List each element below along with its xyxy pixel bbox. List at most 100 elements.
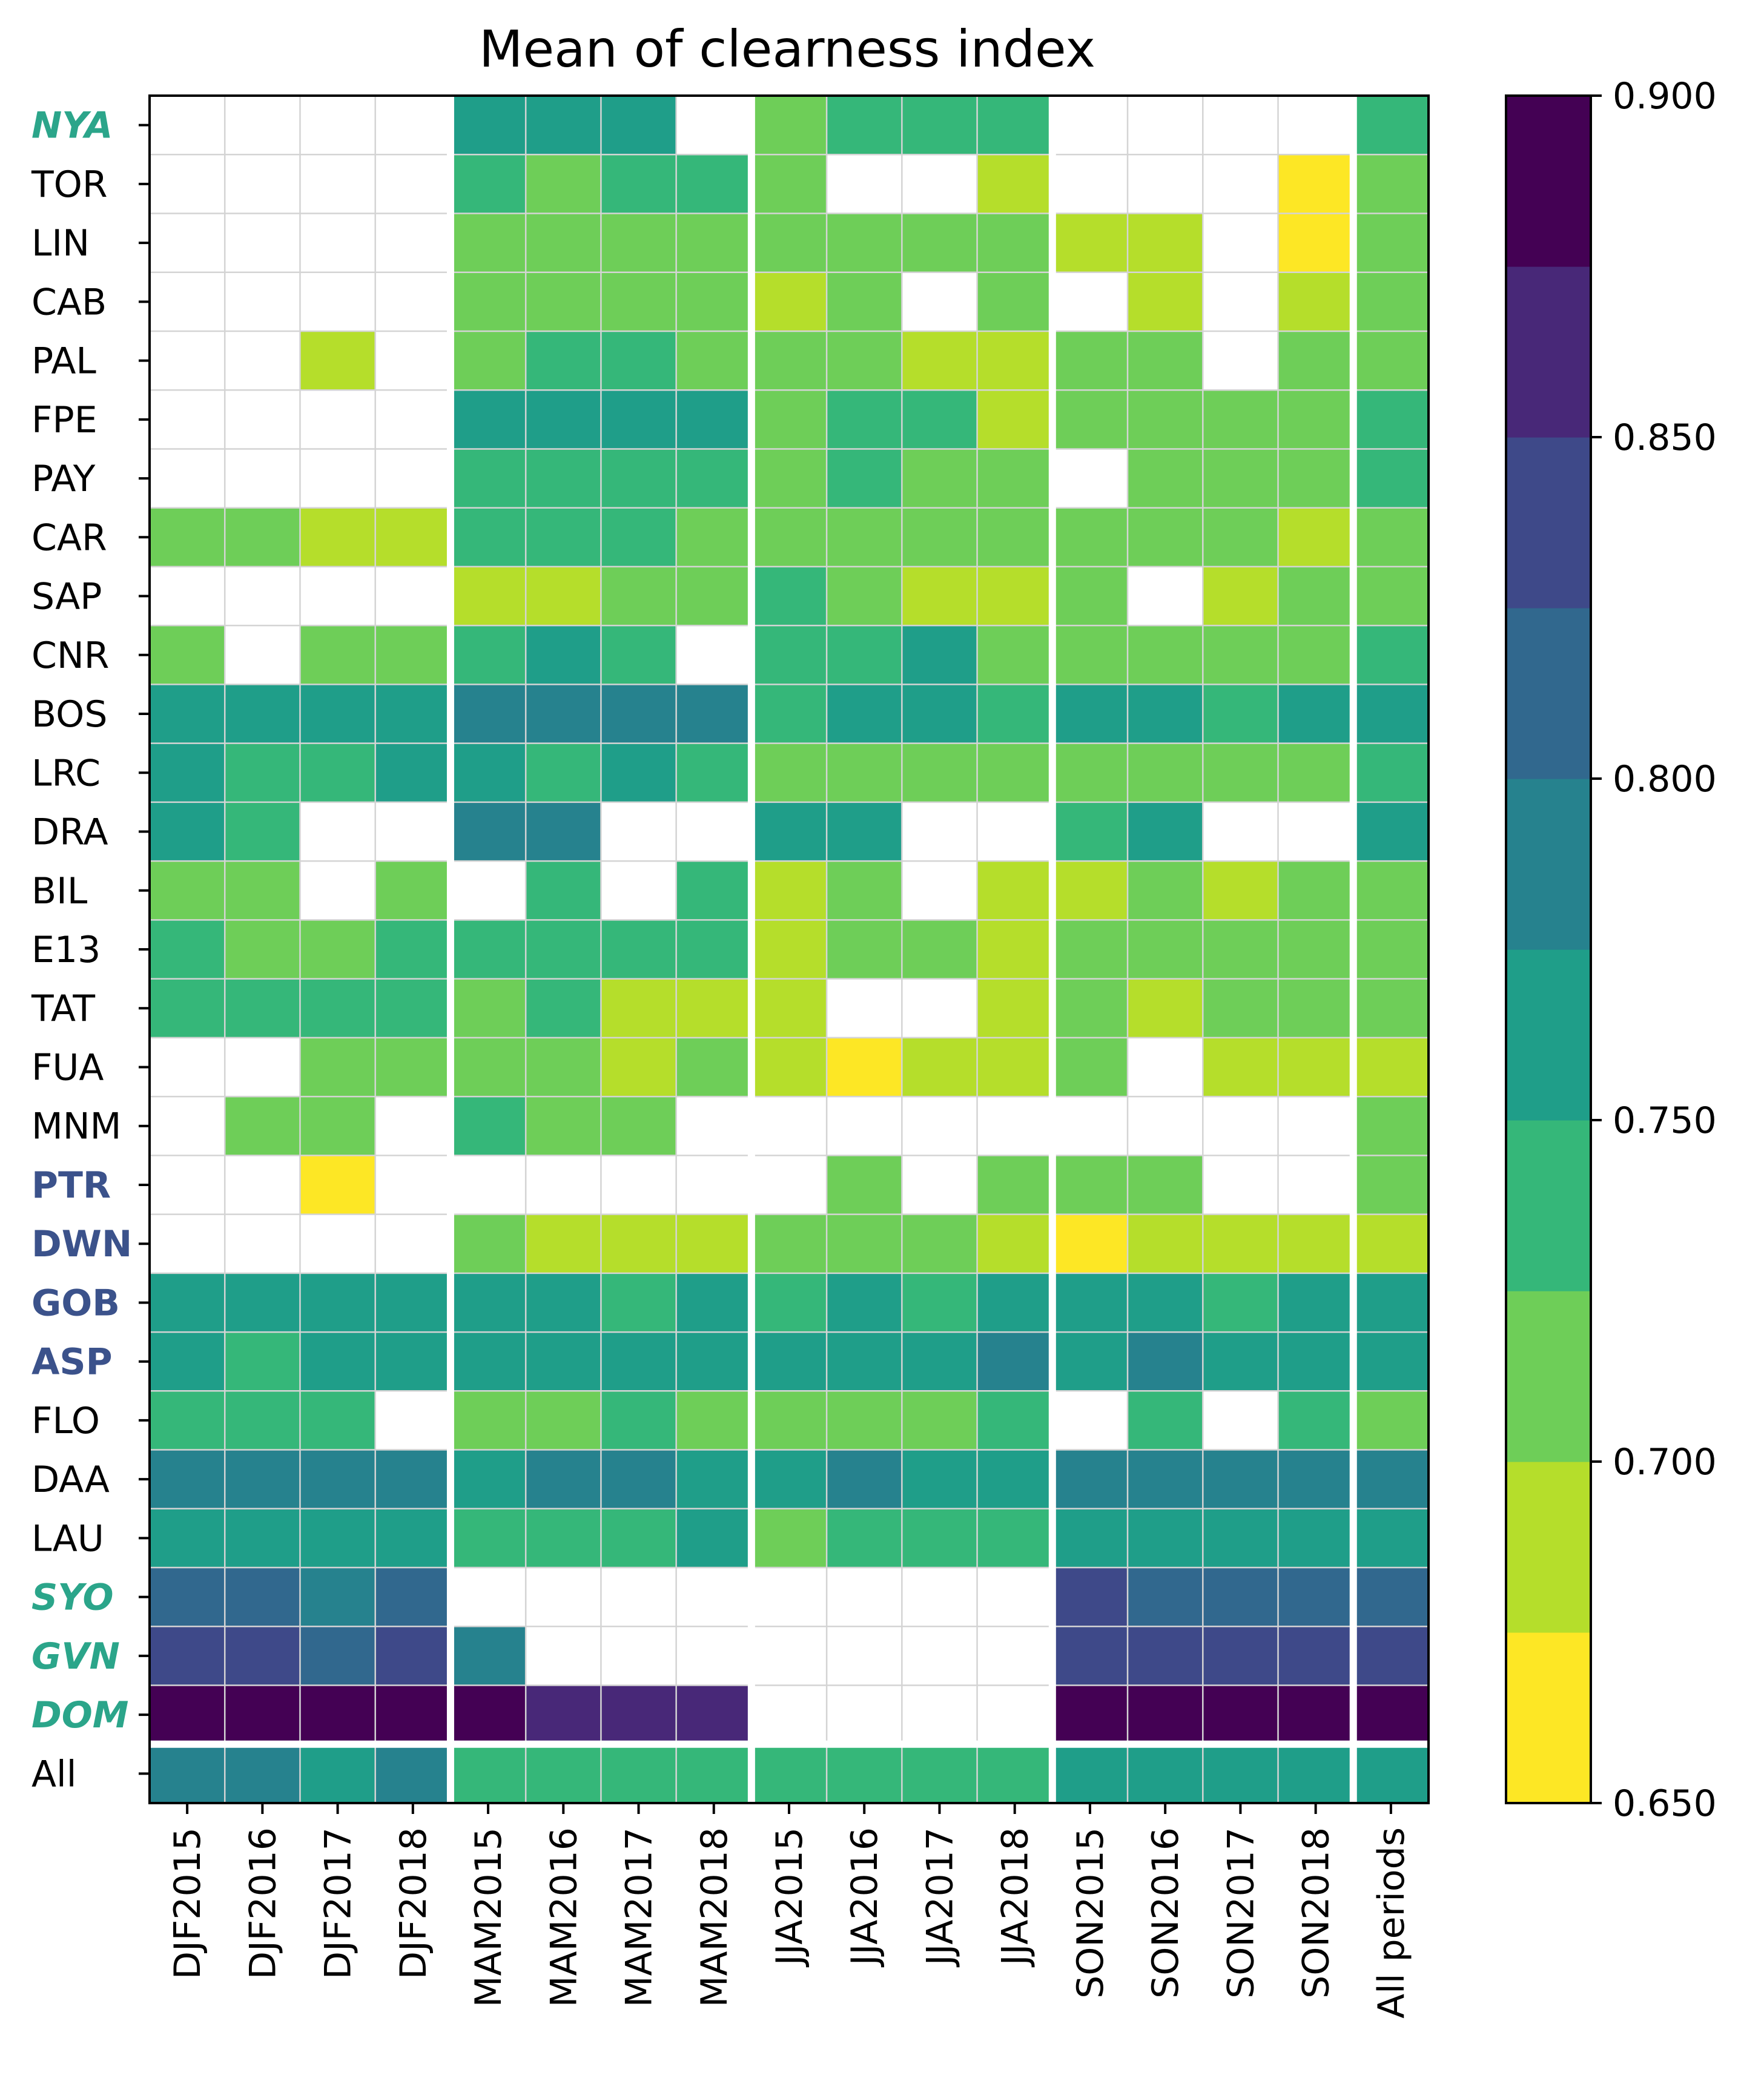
heatmap-cell [1278, 1508, 1354, 1568]
heatmap-cell [300, 861, 376, 920]
heatmap-cell [902, 1155, 978, 1215]
y-tick-label: MNM [31, 1106, 121, 1148]
heatmap-cell [977, 1096, 1053, 1156]
heatmap-cell [902, 1449, 978, 1509]
heatmap-cell [1203, 1332, 1279, 1391]
heatmap-cell [225, 213, 301, 273]
heatmap-cell [150, 684, 225, 744]
heatmap-cell [375, 1214, 451, 1274]
heatmap-cell [1278, 1568, 1354, 1627]
heatmap-cell [977, 1508, 1053, 1568]
heatmap-cell [1203, 449, 1279, 509]
heatmap-cell [1203, 272, 1279, 332]
heatmap-cell [902, 96, 978, 155]
heatmap-cell [902, 1744, 978, 1804]
heatmap-cell [676, 743, 752, 803]
heatmap-cell [150, 1155, 225, 1215]
heatmap-cell [1128, 507, 1203, 567]
heatmap-cell [827, 1568, 902, 1627]
heatmap-cell [751, 213, 827, 273]
heatmap-cells [150, 96, 1429, 1804]
heatmap-cell [902, 154, 978, 214]
heatmap-cell [827, 507, 902, 567]
heatmap-cell [300, 1214, 376, 1274]
heatmap-cell [827, 449, 902, 509]
heatmap-cell [902, 1508, 978, 1568]
heatmap-cell [751, 1155, 827, 1215]
heatmap-cell [902, 1332, 978, 1391]
heatmap-cell [601, 1449, 677, 1509]
x-tick-label: DJF2016 [242, 1827, 284, 1979]
heatmap-cell [751, 978, 827, 1038]
heatmap-cell [526, 743, 602, 803]
heatmap-cell [751, 566, 827, 626]
heatmap-cell [902, 1037, 978, 1097]
heatmap-cell [902, 802, 978, 862]
heatmap-cell [526, 920, 602, 980]
heatmap-cell [1128, 331, 1203, 391]
heatmap-cell [450, 1332, 526, 1391]
heatmap-cell [1353, 861, 1429, 920]
heatmap-cell [1278, 743, 1354, 803]
heatmap-cell [601, 272, 677, 332]
heatmap-cell [150, 449, 225, 509]
heatmap-cell [1278, 96, 1354, 155]
heatmap-cell [827, 743, 902, 803]
heatmap-cell [1052, 861, 1128, 920]
heatmap-cell [1052, 1037, 1128, 1097]
x-tick-label: SON2016 [1145, 1827, 1187, 1999]
heatmap-cell [902, 1391, 978, 1451]
heatmap-cell [1203, 1626, 1279, 1686]
heatmap-cell [1278, 920, 1354, 980]
heatmap-cell [1128, 1626, 1203, 1686]
heatmap-cell [827, 802, 902, 862]
heatmap-cell [225, 272, 301, 332]
y-tick-label: DWN [31, 1223, 132, 1265]
y-tick-label: NYA [31, 105, 113, 147]
heatmap-cell [1052, 802, 1128, 862]
heatmap-cell [1052, 1155, 1128, 1215]
heatmap-cell [300, 625, 376, 685]
heatmap-cell [375, 1449, 451, 1509]
heatmap-cell [751, 684, 827, 744]
heatmap-cell [1278, 978, 1354, 1038]
heatmap-cell [827, 1685, 902, 1745]
heatmap-cell [225, 331, 301, 391]
heatmap-cell [751, 920, 827, 980]
heatmap-cell [150, 272, 225, 332]
heatmap-cell [676, 1273, 752, 1333]
heatmap-cell [1052, 625, 1128, 685]
heatmap-cell [1128, 1568, 1203, 1627]
heatmap-cell [676, 1626, 752, 1686]
heatmap-cell [300, 1744, 376, 1804]
y-tick-label: LAU [31, 1517, 104, 1560]
heatmap-cell [150, 920, 225, 980]
heatmap-cell [1052, 1391, 1128, 1451]
colorbar: 0.650 0.700 0.750 0.800 0.850 0.900 [1505, 75, 1717, 1825]
x-tick-label: MAM2015 [467, 1827, 510, 2007]
heatmap-cell [225, 1449, 301, 1509]
heatmap-cell [827, 1744, 902, 1804]
heatmap-cell [1278, 507, 1354, 567]
heatmap-cell [751, 802, 827, 862]
heatmap-cell [902, 684, 978, 744]
colorbar-segment [1506, 949, 1591, 1121]
heatmap-cell [150, 1508, 225, 1568]
heatmap-cell [827, 1449, 902, 1509]
heatmap-cell [450, 1626, 526, 1686]
heatmap-cell [300, 390, 376, 450]
heatmap-cell [150, 213, 225, 273]
heatmap-cell [601, 1214, 677, 1274]
heatmap-cell [977, 920, 1053, 980]
heatmap-cell [450, 272, 526, 332]
heatmap-cell [375, 331, 451, 391]
heatmap-cell [676, 1037, 752, 1097]
heatmap-cell [601, 1685, 677, 1745]
heatmap-cell [751, 449, 827, 509]
heatmap-cell [676, 1332, 752, 1391]
heatmap-cell [601, 1037, 677, 1097]
heatmap-cell [1052, 1568, 1128, 1627]
heatmap-cell [300, 1685, 376, 1745]
heatmap-cell [977, 1273, 1053, 1333]
